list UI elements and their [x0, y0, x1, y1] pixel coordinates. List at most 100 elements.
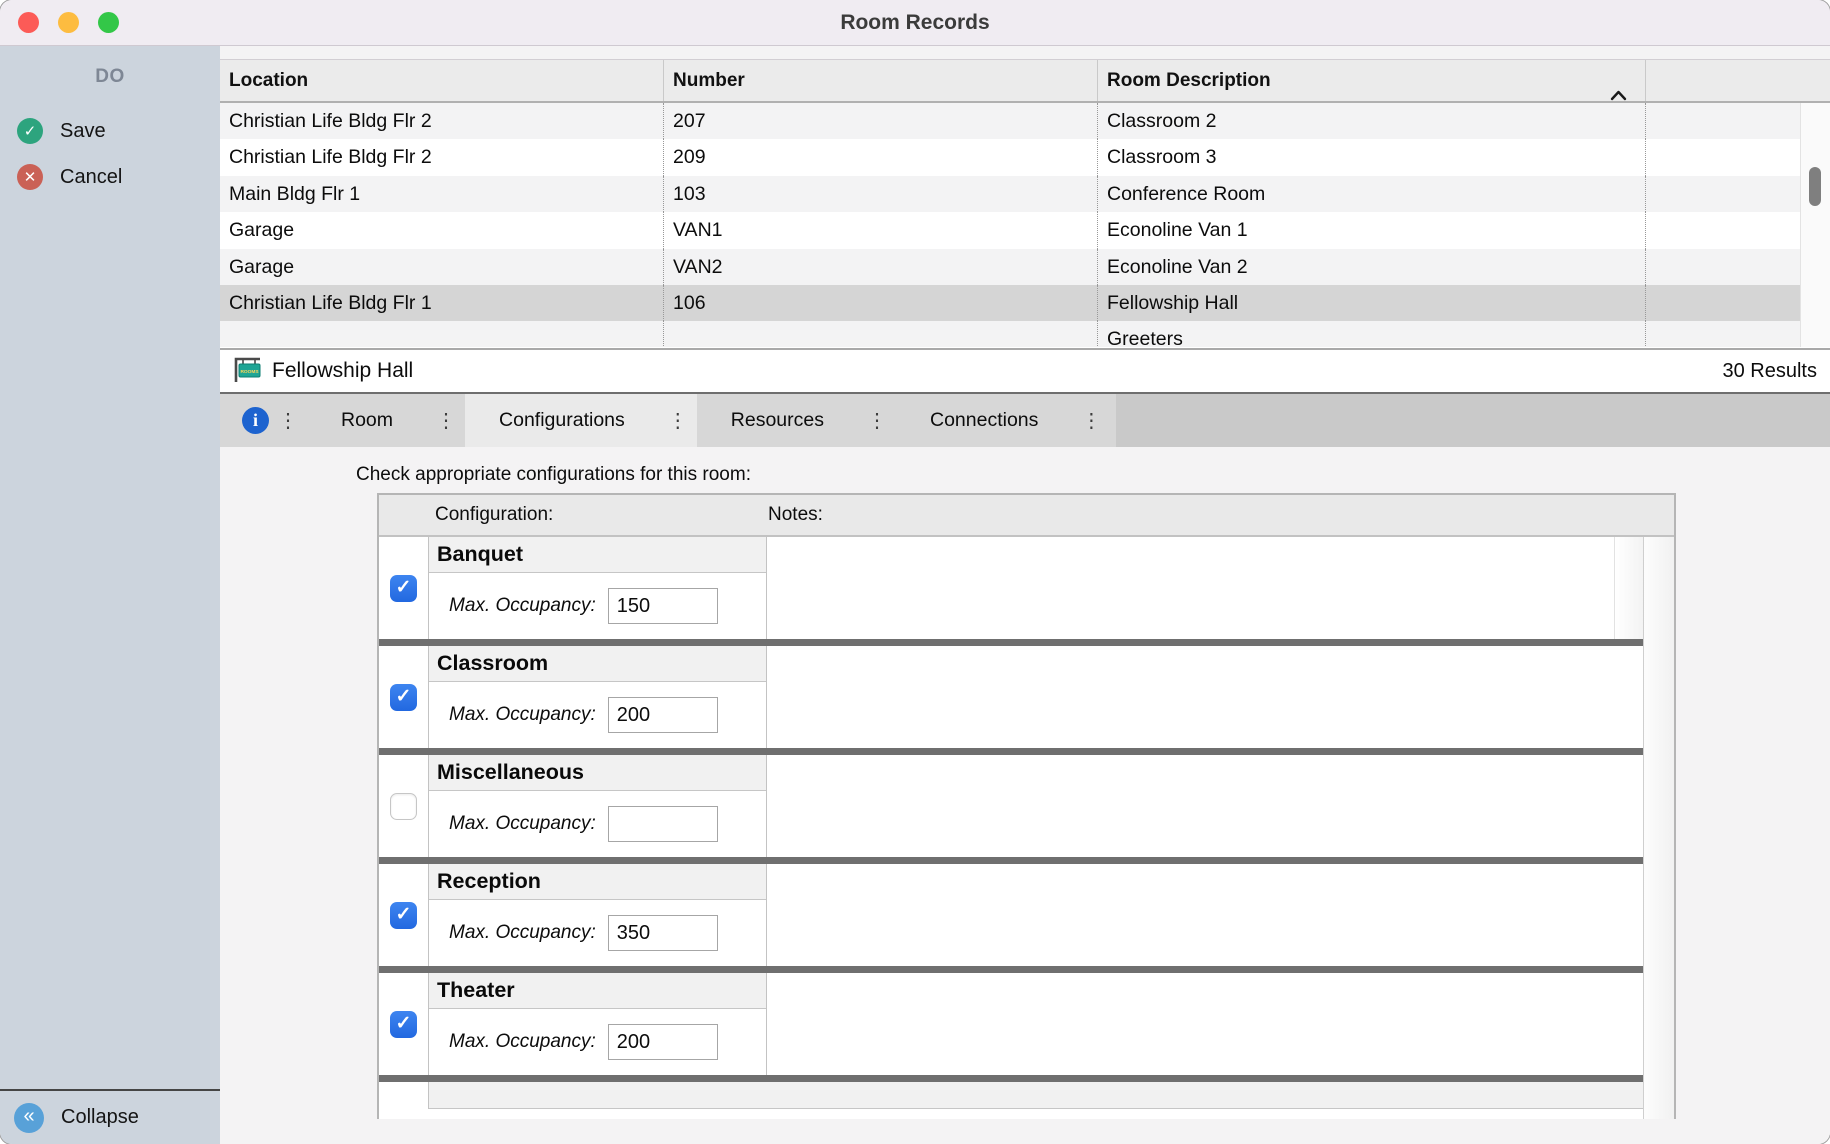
notes-field[interactable]	[767, 864, 1643, 966]
cell-room-description: Conference Room	[1097, 175, 1645, 213]
cell-number	[663, 321, 1097, 347]
rooms-table: Location Number Room Description	[220, 59, 1830, 348]
max-occupancy-label: Max. Occupancy:	[449, 704, 596, 725]
main-area: Location Number Room Description	[220, 46, 1830, 1144]
cell-number: 106	[663, 284, 1097, 322]
collapse-label: Collapse	[61, 1106, 139, 1128]
notes-field[interactable]	[767, 755, 1643, 857]
column-header-number[interactable]: Number	[663, 60, 1097, 101]
cell-empty	[1645, 248, 1800, 285]
minimize-window-button[interactable]	[58, 12, 79, 33]
max-occupancy-input[interactable]	[607, 1024, 718, 1060]
row-separator	[379, 748, 1643, 755]
max-occupancy-input[interactable]	[607, 806, 718, 842]
row-separator	[379, 639, 1643, 646]
configuration-checkbox[interactable]: ✓	[390, 901, 417, 929]
tab-separator-dots: ⋮	[278, 410, 298, 432]
column-header-location[interactable]: Location	[229, 70, 309, 91]
check-icon: ✓	[395, 904, 412, 925]
table-row[interactable]: Christian Life Bldg Flr 2 209 Classroom …	[220, 139, 1800, 176]
cell-empty	[1645, 284, 1800, 322]
configuration-row: Miscellaneous Max. Occupancy:	[379, 755, 1643, 857]
collapse-button[interactable]: « Collapse	[0, 1089, 220, 1144]
tab[interactable]: Room ⋮	[307, 394, 465, 447]
max-occupancy-label: Max. Occupancy:	[449, 922, 596, 943]
table-row[interactable]: Garage VAN2 Econoline Van 2	[220, 248, 1800, 285]
checkbox-cell	[379, 755, 429, 857]
info-icon[interactable]: i	[242, 407, 269, 434]
sidebar: DO ✓ Save ✕ Cancel « Collapse	[0, 46, 220, 1144]
table-row[interactable]: Greeters	[220, 321, 1800, 347]
tab[interactable]: Connections ⋮	[896, 394, 1110, 447]
row-separator	[379, 966, 1643, 973]
tab-separator-dots: ⋮	[867, 410, 887, 432]
zoom-window-button[interactable]	[98, 12, 119, 33]
checkbox-cell: ✓	[379, 537, 429, 639]
tab[interactable]: Resources ⋮	[697, 394, 896, 447]
collapse-icon: «	[14, 1102, 44, 1133]
sidebar-action[interactable]: ✕ Cancel	[0, 154, 220, 200]
rooms-sign-icon: ROOMS	[233, 355, 263, 387]
configuration-name: Theater	[429, 973, 766, 1009]
configuration-column-header: Configuration:	[435, 504, 554, 525]
configuration-checkbox[interactable]: ✓	[390, 1010, 417, 1038]
tab-separator-dots: ⋮	[667, 410, 688, 432]
cell-location: Christian Life Bldg Flr 1	[229, 291, 432, 314]
cell-empty	[1645, 103, 1800, 140]
table-row[interactable]: Main Bldg Flr 1 103 Conference Room	[220, 175, 1800, 213]
cell-room-description: Classroom 3	[1097, 139, 1645, 176]
max-occupancy-input[interactable]	[607, 915, 718, 951]
table-body: Christian Life Bldg Flr 2 207 Classroom …	[220, 103, 1830, 347]
action-icon: ✓	[17, 118, 43, 144]
max-occupancy-label: Max. Occupancy:	[449, 595, 596, 616]
configuration-name: Reception	[429, 864, 766, 900]
configurations-table-body: ✓ Banquet Max. Occupancy:	[379, 537, 1674, 1119]
notes-field[interactable]	[767, 537, 1643, 639]
sort-ascending-icon	[1610, 75, 1627, 116]
notes-scrollbar[interactable]	[1614, 537, 1643, 639]
configurations-table: Configuration: Notes: ✓ Banquet	[377, 493, 1676, 1119]
cell-location: Garage	[229, 219, 295, 242]
results-count: 30 Results	[1722, 359, 1818, 382]
max-occupancy-input[interactable]	[607, 588, 718, 624]
table-row[interactable]: Christian Life Bldg Flr 2 207 Classroom …	[220, 103, 1800, 140]
configuration-row: ✓ Banquet Max. Occupancy:	[379, 537, 1643, 639]
tab[interactable]: Configurations ⋮	[465, 394, 697, 447]
configuration-cell: Miscellaneous Max. Occupancy:	[429, 755, 767, 857]
close-window-button[interactable]	[18, 12, 39, 33]
check-icon: ✓	[395, 577, 412, 598]
cell-room-description: Classroom 2	[1097, 103, 1645, 140]
selected-record-name: Fellowship Hall	[272, 359, 414, 382]
max-occupancy-input[interactable]	[607, 697, 718, 733]
row-separator	[379, 1075, 1643, 1082]
notes-field[interactable]	[767, 646, 1643, 748]
title-bar: Room Records	[0, 0, 1830, 46]
checkbox-cell: ✓	[379, 864, 429, 966]
row-separator	[379, 857, 1643, 864]
configuration-cell: Theater Max. Occupancy:	[429, 973, 767, 1075]
cell-room-description: Econoline Van 2	[1097, 248, 1645, 285]
table-row[interactable]: Christian Life Bldg Flr 1 106 Fellowship…	[220, 284, 1800, 322]
configuration-checkbox[interactable]: ✓	[390, 574, 417, 602]
configuration-checkbox[interactable]: ✓	[390, 683, 417, 711]
cell-empty	[1645, 139, 1800, 176]
sidebar-action[interactable]: ✓ Save	[0, 108, 220, 154]
cell-number: VAN1	[663, 212, 1097, 249]
configurations-scrollbar[interactable]	[1643, 537, 1674, 1119]
check-icon: ✓	[395, 686, 412, 707]
column-header-room-description[interactable]: Room Description	[1097, 60, 1645, 101]
notes-field[interactable]	[767, 973, 1643, 1075]
cell-room-description: Econoline Van 1	[1097, 212, 1645, 249]
configuration-cell: Banquet Max. Occupancy:	[429, 537, 767, 639]
table-row[interactable]: Garage VAN1 Econoline Van 1	[220, 212, 1800, 249]
cell-location	[220, 321, 663, 347]
svg-text:ROOMS: ROOMS	[240, 369, 259, 375]
cell-empty	[1645, 212, 1800, 249]
rooms-scrollbar[interactable]	[1800, 103, 1830, 347]
configuration-checkbox[interactable]	[390, 792, 417, 820]
cell-location: Main Bldg Flr 1	[229, 182, 361, 205]
rooms-scrollbar-thumb[interactable]	[1809, 167, 1821, 206]
configurations-panel: Check appropriate configurations for thi…	[220, 447, 1830, 1144]
configuration-cell: Reception Max. Occupancy:	[429, 864, 767, 966]
partial-next-row	[379, 1082, 1643, 1109]
